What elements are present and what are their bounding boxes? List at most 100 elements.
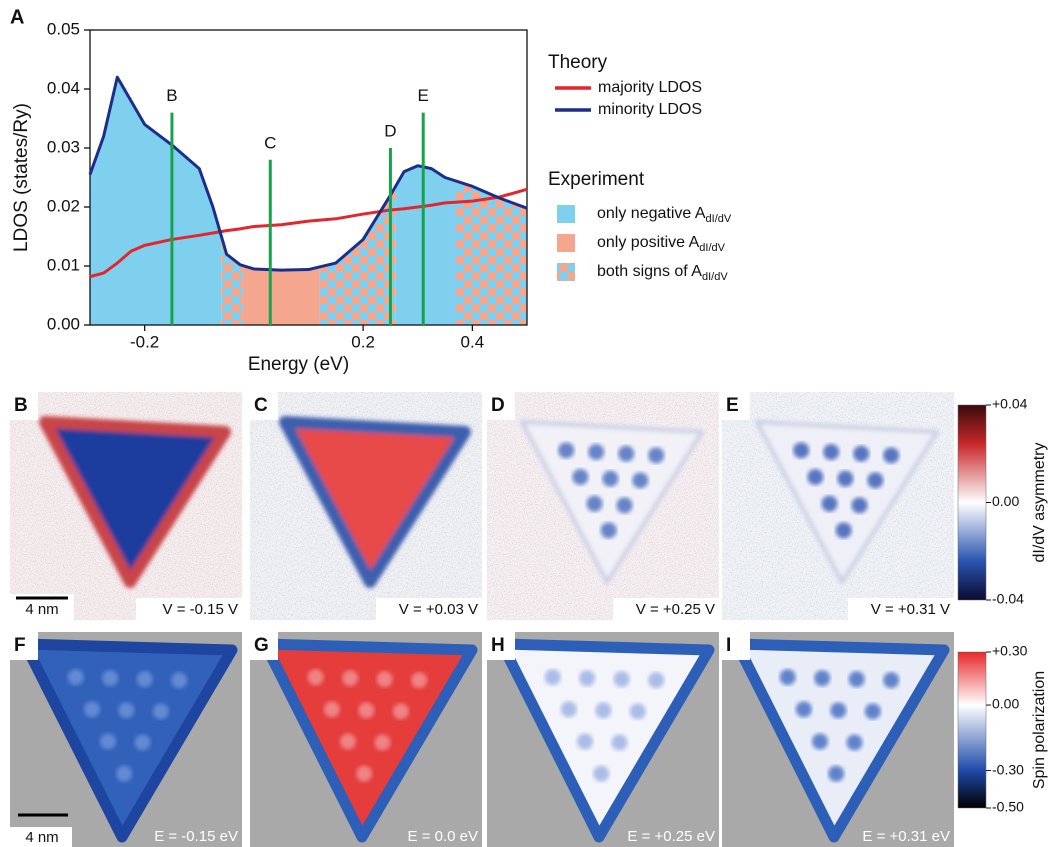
legend-label-main: only negative A	[597, 205, 706, 222]
island	[39, 416, 231, 588]
figure-label: A	[10, 6, 24, 28]
panel-label-box	[487, 392, 515, 420]
island	[19, 638, 238, 843]
lattice-dot	[883, 447, 900, 464]
energy-marker-label: B	[166, 86, 177, 105]
lattice-dot	[342, 670, 359, 687]
colorbar	[957, 404, 987, 601]
caption-box	[136, 598, 242, 620]
energy-marker-label: C	[264, 133, 276, 152]
colorbar-tick-label: +0.30	[992, 643, 1028, 659]
panel-label: I	[726, 635, 731, 656]
lattice-dot	[67, 669, 84, 686]
lattice-dot	[848, 671, 865, 688]
lattice-dot	[577, 733, 593, 750]
y-tick-label: 0.03	[47, 137, 80, 156]
lattice-dot	[411, 672, 428, 689]
lattice-dot	[830, 702, 847, 719]
region-fill	[90, 77, 222, 325]
scale-bar-box	[10, 827, 72, 847]
lattice-dot	[307, 669, 324, 686]
panel-label-box	[487, 632, 515, 660]
panel-label: E	[726, 395, 739, 416]
image-panel: D V = +0.25 V	[487, 392, 719, 620]
panel-caption: E = -0.15 eV	[154, 828, 238, 845]
y-tick-label: 0.05	[47, 19, 80, 38]
lattice-dot	[152, 703, 169, 720]
panel-label: F	[14, 635, 26, 656]
panel-caption: V = +0.25 V	[636, 601, 715, 618]
lattice-dot	[846, 734, 863, 751]
x-tick-label: -0.2	[130, 332, 159, 351]
x-tick-label: 0.4	[461, 332, 485, 351]
legend-swatch	[557, 234, 575, 252]
panel-label: H	[491, 635, 505, 656]
lattice-dot	[358, 702, 375, 719]
lattice-dot	[793, 442, 810, 459]
plot-frame	[89, 29, 528, 326]
lattice-dot	[558, 442, 575, 459]
y-tick-label: 0.00	[47, 314, 80, 333]
caption-box	[613, 598, 719, 620]
lattice-dot	[821, 495, 838, 512]
lattice-dot	[795, 701, 812, 718]
lattice-dot	[376, 671, 393, 688]
lattice-dot	[171, 672, 188, 689]
image-panel: H E = +0.25 eV	[487, 632, 719, 847]
panel-caption: V = +0.31 V	[871, 601, 950, 618]
energy-marker-label: D	[384, 121, 396, 140]
colorbar-title: dI/dV asymmetry	[1031, 442, 1048, 562]
lattice-dot	[116, 765, 133, 782]
panel-caption: E = +0.31 eV	[862, 828, 950, 845]
caption-box	[376, 598, 482, 620]
image-panel: F E = -0.15 eV 4 nm	[10, 632, 242, 847]
colorbar-tick-label: -0.50	[992, 799, 1024, 815]
lattice-dot	[837, 470, 854, 487]
panel-label: C	[254, 395, 268, 416]
lattice-dot	[853, 445, 870, 462]
energy-marker-label: E	[418, 86, 429, 105]
legend-label: only negative AdI/dV	[597, 205, 732, 225]
legend-swatch	[557, 205, 575, 223]
panel-label-box	[250, 392, 278, 420]
series-line	[88, 75, 528, 272]
region-fill	[455, 181, 527, 325]
lattice-dot	[544, 669, 561, 686]
lattice-dot	[588, 444, 605, 460]
lattice-dot	[867, 472, 884, 489]
lattice-dot	[629, 703, 646, 720]
lattice-dot	[851, 497, 868, 514]
series-line	[89, 187, 528, 279]
legend-swatch	[557, 263, 575, 281]
colorbar-title: Spin polarization	[1031, 671, 1048, 789]
island	[496, 638, 715, 843]
image-panel: G E = 0.0 eV	[250, 632, 482, 847]
scale-bar-label: 4 nm	[25, 601, 58, 618]
lattice-dot	[618, 445, 635, 462]
lattice-dot	[572, 469, 589, 485]
lattice-dot	[613, 671, 630, 688]
panel-caption: V = +0.03 V	[399, 601, 478, 618]
lattice-dot	[883, 672, 900, 689]
panel-caption: V = -0.15 V	[163, 601, 238, 618]
island	[731, 638, 950, 843]
legend-label: majority LDOS	[598, 79, 702, 96]
lattice-dot	[593, 765, 610, 782]
lattice-dot	[374, 734, 391, 751]
region-fill	[319, 185, 396, 325]
lattice-dot	[602, 470, 619, 487]
lattice-dot	[595, 702, 612, 719]
panel-label: D	[491, 395, 505, 416]
y-tick-label: 0.04	[47, 78, 80, 97]
lattice-dot	[118, 702, 135, 719]
lattice-dot	[814, 670, 831, 687]
legend-title: Theory	[548, 52, 608, 73]
panel-label-box	[10, 392, 38, 420]
lattice-dot	[600, 522, 617, 539]
lattice-dot	[648, 672, 665, 689]
lattice-dot	[779, 669, 796, 686]
lattice-dot	[812, 733, 828, 750]
lattice-dot	[632, 472, 649, 489]
legend-label-main: both signs of A	[597, 263, 702, 280]
